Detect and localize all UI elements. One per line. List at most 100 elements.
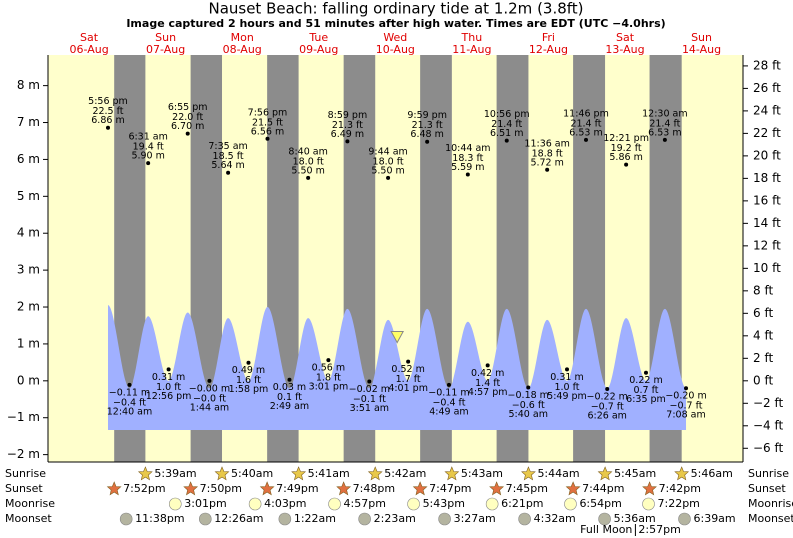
tide-label: 6.70 m (171, 121, 204, 132)
tide-label: 9:44 am (368, 146, 407, 157)
y-tick-label: −1 m (7, 410, 40, 424)
date-label: 06-Aug (69, 43, 108, 56)
moonset-time: 4:32am (534, 512, 576, 525)
tide-label: 6.48 m (410, 129, 443, 140)
y2-tick-label: 14 ft (753, 216, 781, 230)
sunset-time: 7:48pm (353, 482, 395, 495)
y2-tick-label: 26 ft (753, 81, 781, 95)
tide-label: 7:56 pm (248, 107, 288, 118)
moonset-icon (678, 512, 691, 526)
tide-point (226, 170, 231, 175)
tide-label: 1.8 ft (316, 373, 341, 384)
tide-label: 6:26 am (588, 410, 627, 421)
sunset-time: 7:47pm (429, 482, 471, 495)
tide-label: 6.51 m (490, 128, 523, 139)
tide-label: 19.2 ft (611, 143, 642, 154)
tide-label: 8:40 am (288, 146, 327, 157)
tide-label: −0.22 m (587, 391, 628, 402)
tide-point (287, 377, 292, 382)
tide-label: −0.7 ft (591, 401, 624, 412)
tide-label: 6.86 m (91, 115, 124, 126)
tide-label: −0.11 m (428, 387, 469, 398)
sunrise-time: 5:41am (308, 467, 350, 480)
tide-label: 18.0 ft (373, 156, 404, 167)
moonrise-time: 3:01pm (184, 497, 226, 510)
tide-point (246, 360, 251, 365)
sunset-time: 7:52pm (123, 482, 165, 495)
tide-point (662, 137, 667, 142)
tide-label: 5:56 pm (88, 96, 128, 107)
tide-label: 1.0 ft (554, 382, 579, 393)
tide-point (127, 382, 132, 387)
tide-point (265, 136, 270, 141)
moonrise-icon (407, 497, 420, 511)
tide-label: 1:44 am (190, 402, 229, 413)
sunrise-icon (597, 466, 613, 481)
day-label: Sat (80, 31, 99, 44)
y2-tick-label: 16 ft (753, 193, 781, 207)
moonset-icon (119, 512, 133, 526)
y2-tick-label: 8 ft (753, 283, 773, 297)
y-tick-label: 6 m (17, 152, 40, 166)
moonrise-time: 5:43pm (423, 497, 465, 510)
y2-tick-label: 12 ft (753, 238, 781, 252)
tide-label: 1.7 ft (396, 374, 421, 385)
tide-label: 2:49 am (270, 401, 309, 412)
moonrise-icon (248, 497, 262, 511)
tide-point (485, 363, 490, 368)
moonrise-icon (642, 497, 655, 511)
tide-label: 18.0 ft (293, 156, 324, 167)
sunrise-icon (521, 466, 536, 481)
tide-point (406, 359, 411, 364)
y2-tick-label: 10 ft (753, 261, 781, 275)
tide-label: 4:57 pm (468, 387, 508, 398)
moonset-time: 5:36am (614, 512, 656, 525)
sunrise-time: 5:40am (231, 467, 273, 480)
tide-label: 7:35 am (208, 141, 247, 152)
moonset-icon (278, 512, 292, 526)
tide-label: −0.6 ft (512, 400, 545, 411)
tide-label: −0.00 m (189, 383, 230, 394)
moonrise-icon (168, 497, 182, 511)
y-tick-label: 8 m (17, 78, 40, 92)
row-label: Moonset (5, 512, 52, 525)
sunrise-icon (367, 466, 383, 481)
tide-label: 12:56 pm (146, 391, 192, 402)
row-label: Moonrise (5, 497, 55, 510)
tide-label: −0.1 ft (353, 394, 386, 405)
tide-point (583, 137, 588, 142)
moonset-time: 11:38pm (135, 512, 184, 525)
chart-subtitle: Image captured 2 hours and 51 minutes af… (126, 17, 665, 30)
moonrise-time: 7:22pm (658, 497, 700, 510)
row-label: Sunrise (5, 467, 46, 480)
tide-point (465, 172, 470, 177)
moonrise-icon (564, 497, 577, 511)
date-label: 09-Aug (299, 43, 338, 56)
tide-label: −0.02 m (349, 384, 390, 395)
y2-tick-label: −6 ft (753, 441, 784, 455)
row-label: Sunrise (748, 467, 789, 480)
tide-point (326, 358, 331, 363)
tide-label: 6.56 m (251, 126, 284, 137)
sunset-icon (565, 481, 581, 496)
sunrise-time: 5:43am (461, 467, 503, 480)
y2-tick-label: 0 ft (753, 373, 773, 387)
tide-label: 5.50 m (371, 165, 404, 176)
date-label: 07-Aug (146, 43, 185, 56)
tide-label: 6.53 m (569, 127, 602, 138)
moonset-icon (358, 512, 371, 526)
tide-label: 18.8 ft (532, 148, 563, 159)
y2-tick-label: −2 ft (753, 396, 784, 410)
sunset-time: 7:42pm (659, 482, 701, 495)
tide-label: 21.3 ft (412, 120, 443, 131)
tide-label: 5:40 am (509, 409, 548, 420)
tide-label: 7:08 am (666, 410, 705, 421)
tide-point (526, 385, 531, 390)
tide-label: 4:49 am (429, 406, 468, 417)
tide-label: 5.90 m (131, 151, 164, 162)
chart-title: Nauset Beach: falling ordinary tide at 1… (208, 0, 583, 18)
tide-label: 1.4 ft (475, 378, 500, 389)
tide-label: −0.11 m (109, 387, 150, 398)
tide-label: 6:55 pm (168, 102, 208, 113)
tide-label: 12:40 am (107, 406, 152, 417)
